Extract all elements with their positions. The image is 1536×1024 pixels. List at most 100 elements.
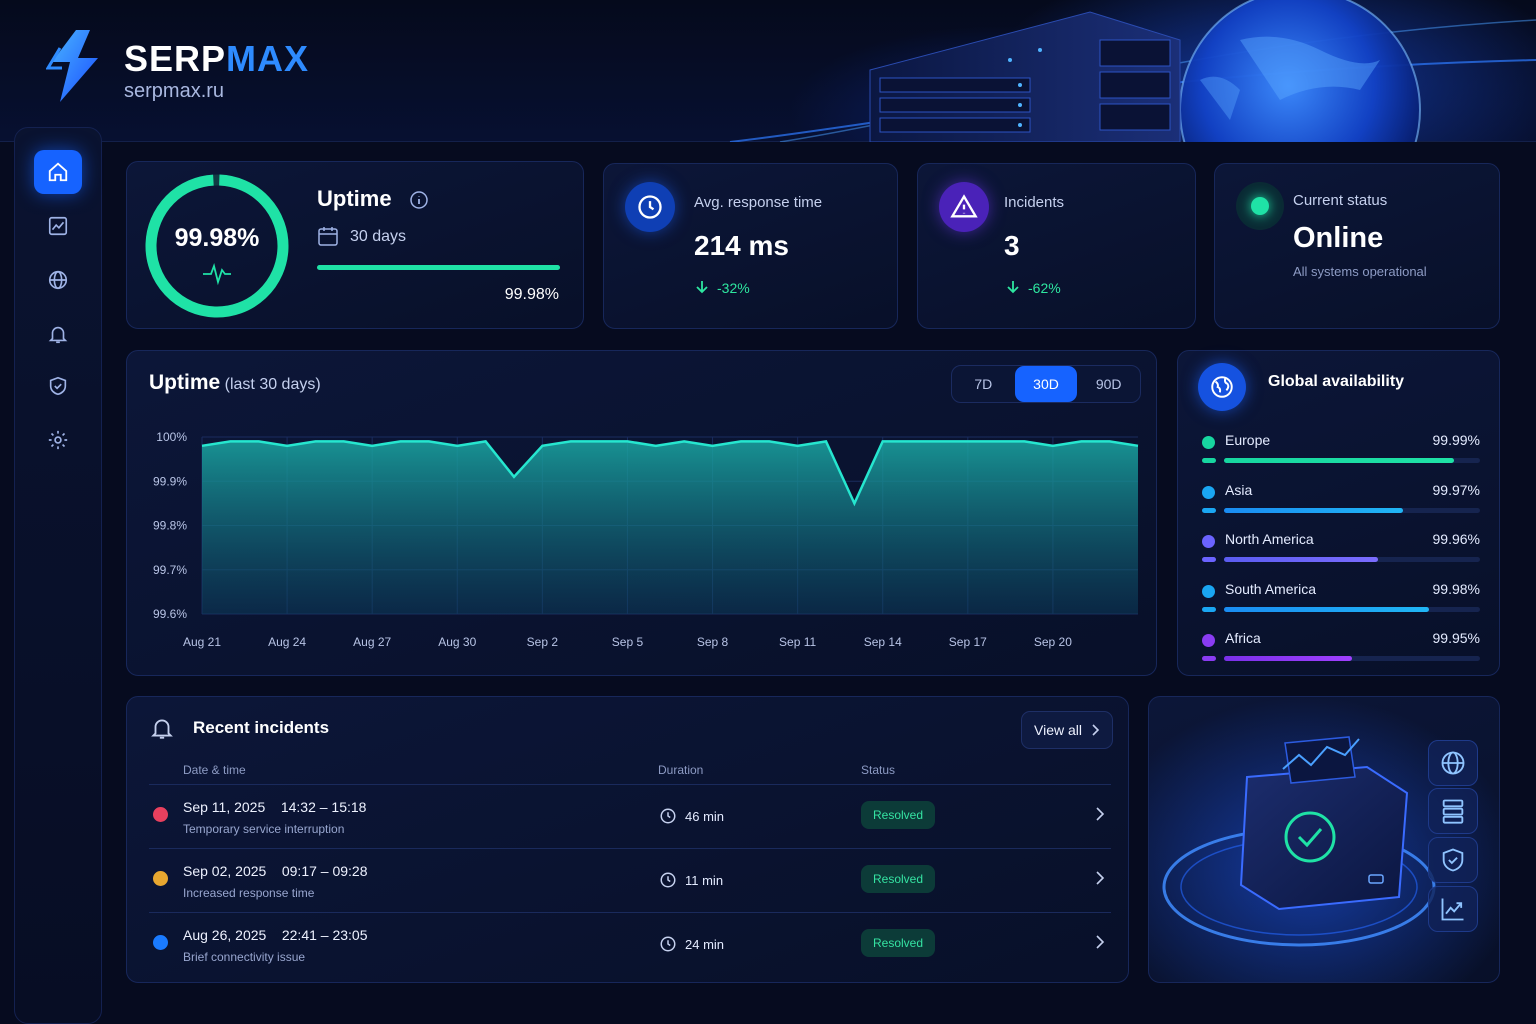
lightning-logo-icon (46, 30, 98, 102)
region-europe: Europe 99.99% (1202, 430, 1480, 470)
status-badge: Resolved (861, 801, 935, 829)
region-pct: 99.98% (1432, 581, 1480, 597)
global-title: Global availability (1268, 373, 1405, 390)
globe-icon (1211, 376, 1233, 398)
nav-global[interactable] (34, 258, 82, 302)
region-pct: 99.95% (1432, 630, 1480, 646)
info-icon[interactable] (409, 190, 429, 210)
region-name: Europe (1225, 432, 1271, 448)
calendar-icon (318, 227, 338, 246)
brand-domain: serpmax.ru (124, 80, 225, 102)
tab-30d[interactable]: 30D (1014, 366, 1078, 402)
region-dot (1202, 436, 1215, 449)
uptime-period: 30 days (350, 228, 407, 245)
illustration-globe-button[interactable] (1428, 740, 1478, 786)
x-tick-label: Aug 30 (438, 635, 476, 649)
nav-security[interactable] (34, 364, 82, 408)
chart-icon (48, 216, 68, 236)
region-track (1224, 607, 1480, 612)
region-marker (1202, 607, 1216, 612)
status-badge: Resolved (861, 929, 935, 957)
region-name: Africa (1225, 630, 1261, 646)
region-fill (1224, 458, 1455, 463)
x-tick-label: Sep 20 (1034, 635, 1072, 649)
view-all-button[interactable]: View all (1021, 711, 1113, 749)
nav-home[interactable] (34, 150, 82, 194)
incident-when: Sep 11, 2025 14:32 – 15:18 (183, 799, 367, 815)
col-header-date: Date & time (183, 763, 246, 777)
region-fill (1224, 508, 1404, 513)
table-row[interactable]: Sep 02, 2025 09:17 – 09:28 Increased res… (149, 848, 1111, 912)
uptime-chart-card: Uptime (last 30 days) 7D 30D 90D 100% 99.… (126, 350, 1157, 676)
globe-icon (48, 270, 68, 290)
x-tick-label: Sep 2 (527, 635, 559, 649)
incident-when: Aug 26, 2025 22:41 – 23:05 (183, 927, 368, 943)
status-indicator (1236, 182, 1284, 230)
nav-settings[interactable] (34, 418, 82, 462)
brand-name: SERPMAX (124, 38, 310, 79)
chart-subtitle: (last 30 days) (224, 376, 321, 393)
bell-icon (151, 719, 173, 739)
y-tick-label: 100% (156, 430, 187, 444)
chevron-right-icon[interactable] (1095, 806, 1105, 822)
region-marker (1202, 557, 1216, 562)
region-dot (1202, 535, 1215, 548)
incidents-change: -62% (1028, 280, 1061, 296)
incident-desc: Temporary service interruption (183, 822, 345, 836)
response-change: -32% (717, 280, 750, 296)
incidents-list-title: Recent incidents (193, 718, 330, 737)
illustration-chart-button[interactable] (1428, 886, 1478, 932)
region-marker (1202, 656, 1216, 661)
severity-dot (153, 807, 168, 822)
x-tick-label: Aug 24 (268, 635, 306, 649)
region-pct: 99.96% (1432, 531, 1480, 547)
illustration-server-button[interactable] (1428, 788, 1478, 834)
region-name: Asia (1225, 482, 1253, 498)
incident-when: Sep 02, 2025 09:17 – 09:28 (183, 863, 368, 879)
severity-dot (153, 871, 168, 886)
incident-duration: 11 min (659, 871, 723, 889)
y-tick-label: 99.7% (153, 563, 187, 577)
status-value: Online (1293, 222, 1384, 254)
globe-icon-circle (1198, 363, 1246, 411)
response-time-card: Avg. response time 214 ms -32% (603, 163, 898, 329)
region-track (1224, 508, 1480, 513)
sidebar (14, 127, 102, 1024)
y-tick-label: 99.9% (153, 474, 187, 488)
table-row[interactable]: Sep 11, 2025 14:32 – 15:18 Temporary ser… (149, 784, 1111, 848)
view-all-label: View all (1034, 722, 1082, 738)
nav-alerts[interactable] (34, 312, 82, 356)
region-fill (1224, 607, 1429, 612)
uptime-bar-fill (317, 265, 560, 270)
table-row[interactable]: Aug 26, 2025 22:41 – 23:05 Brief connect… (149, 912, 1111, 976)
chevron-right-icon[interactable] (1095, 934, 1105, 950)
chevron-right-icon[interactable] (1095, 870, 1105, 886)
x-tick-label: Aug 21 (183, 635, 221, 649)
nav-analytics[interactable] (34, 204, 82, 248)
uptime-area (202, 441, 1138, 614)
illustration-shield-button[interactable] (1428, 837, 1478, 883)
uptime-bar-track (317, 265, 560, 270)
chart-icon (1441, 898, 1464, 921)
status-dot-icon (1251, 197, 1269, 215)
x-tick-label: Sep 14 (864, 635, 902, 649)
region-south-america: South America 99.98% (1202, 579, 1480, 619)
chart-heading: Uptime (last 30 days) (149, 371, 321, 395)
col-header-status: Status (861, 763, 896, 777)
recent-incidents-card: Recent incidents View all Date & time Du… (126, 696, 1129, 983)
shield-icon (1442, 848, 1464, 872)
region-dot (1202, 585, 1215, 598)
shield-icon (49, 376, 67, 396)
status-sub: All systems operational (1293, 264, 1427, 279)
tab-7d[interactable]: 7D (974, 376, 993, 392)
tab-90d[interactable]: 90D (1095, 376, 1122, 392)
header: SERPMAX serpmax.ru (0, 0, 1536, 142)
incidents-value: 3 (1004, 230, 1020, 261)
uptime-area-chart: 100% 99.9% 99.8% 99.7% 99.6% Aug 21 Aug 24 Aug… (153, 430, 1139, 649)
status-card: Current status Online All systems operat… (1214, 163, 1500, 329)
uptime-bar-value: 99.98% (504, 286, 559, 303)
warning-icon (950, 194, 978, 218)
incident-desc: Brief connectivity issue (183, 950, 306, 964)
region-asia: Asia 99.97% (1202, 480, 1480, 520)
home-icon (48, 162, 68, 182)
